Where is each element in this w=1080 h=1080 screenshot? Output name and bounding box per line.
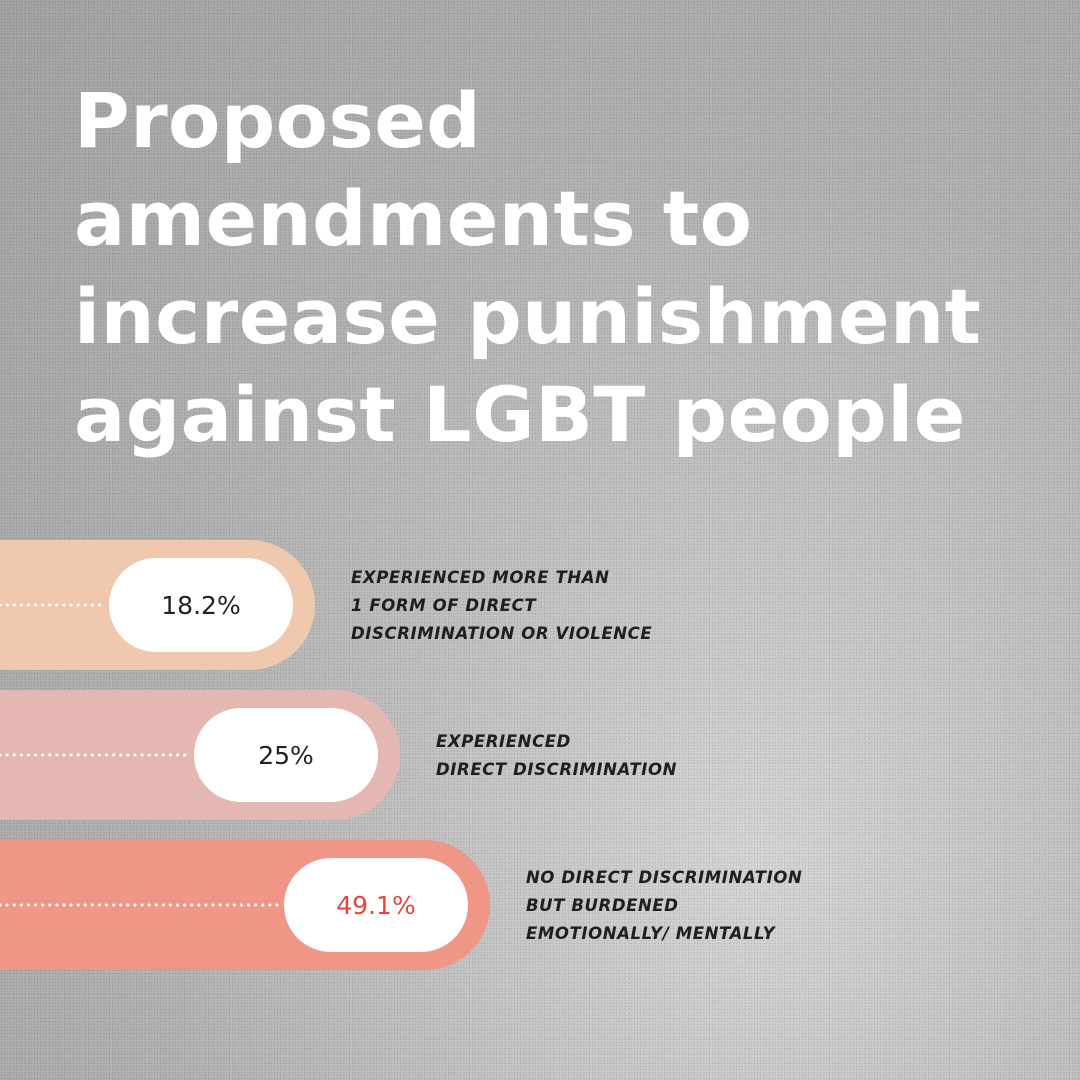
value-label: 18.2% [161, 591, 240, 620]
category-label-line: NO DIRECT DISCRIMINATION [526, 868, 802, 887]
value-label: 49.1% [336, 891, 415, 920]
title-line: amendments to [74, 174, 753, 263]
bar-group: 18.2% EXPERIENCED MORE THAN 1 FORM OF DIRE… [0, 540, 652, 670]
category-label: EXPERIENCED DIRECT DISCRIMINATION [436, 732, 677, 779]
category-label-line: BUT BURDENED [526, 896, 679, 915]
title-line: against LGBT people [74, 370, 966, 459]
bar-group: 49.1% NO DIRECT DISCRIMINATION BUT BURDENE… [0, 840, 802, 970]
title-line: increase punishment [74, 272, 982, 361]
value-pill [109, 558, 293, 652]
page-title: Proposed amendments to increase punishme… [74, 72, 1034, 464]
title-line: Proposed [74, 76, 482, 165]
category-label-line: DISCRIMINATION OR VIOLENCE [351, 624, 652, 643]
value-label: 25% [258, 741, 314, 770]
category-label-line: EXPERIENCED MORE THAN [351, 568, 610, 587]
category-label: EXPERIENCED MORE THAN 1 FORM OF DIRECT DIS… [351, 568, 652, 643]
category-label-line: DIRECT DISCRIMINATION [436, 760, 677, 779]
category-label-line: EMOTIONALLY/ MENTALLY [526, 924, 777, 943]
bar-chart: 18.2% EXPERIENCED MORE THAN 1 FORM OF DIRE… [0, 540, 802, 970]
value-pill [194, 708, 378, 802]
category-label: NO DIRECT DISCRIMINATION BUT BURDENED EMOT… [526, 868, 802, 943]
value-pill [284, 858, 468, 952]
bar-group: 25% EXPERIENCED DIRECT DISCRIMINATION [0, 690, 677, 820]
category-label-line: 1 FORM OF DIRECT [351, 596, 537, 615]
category-label-line: EXPERIENCED [436, 732, 571, 751]
